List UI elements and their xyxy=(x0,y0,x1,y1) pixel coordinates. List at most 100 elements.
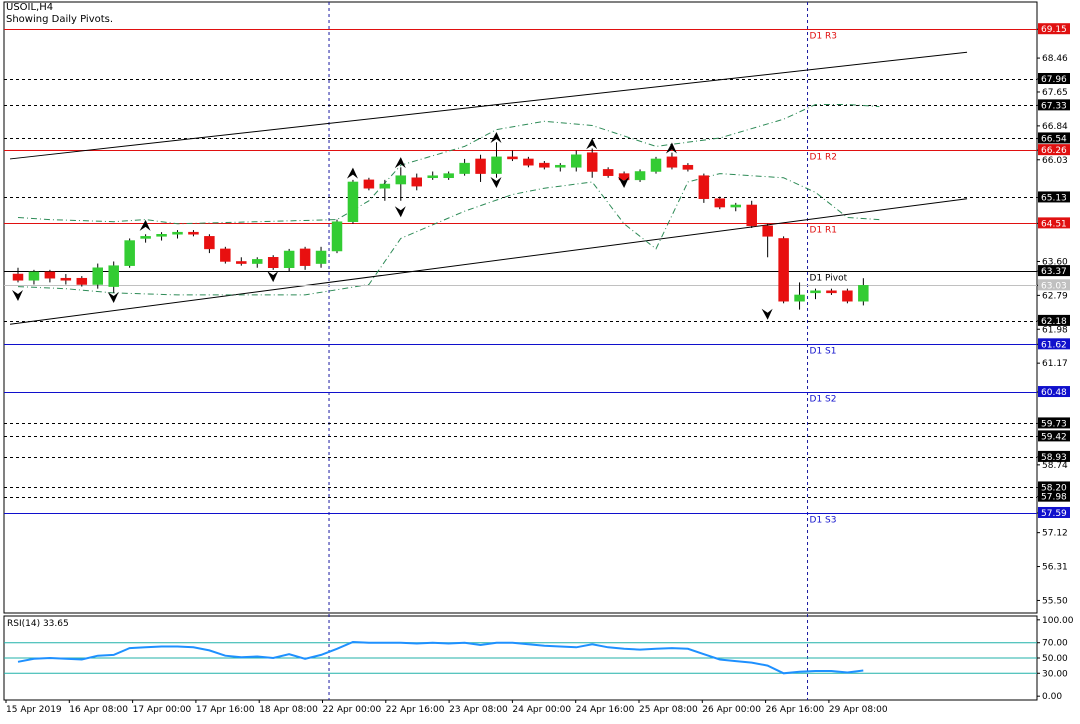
main-pane-frame xyxy=(3,1,1038,614)
price-badge-label: 59.42 xyxy=(1041,432,1067,442)
fractal-down-arrow xyxy=(761,308,773,320)
fractal-down-arrow xyxy=(618,176,630,188)
candle-body xyxy=(586,152,598,172)
x-tick-label: 25 Apr 08:00 xyxy=(639,705,698,715)
pivot-label-3: D1 Pivot xyxy=(810,274,848,284)
price-badge-label: 58.20 xyxy=(1041,483,1067,493)
price-badge xyxy=(1038,217,1070,229)
candle-body xyxy=(555,164,566,168)
rsi-y-tick-label: 30.00 xyxy=(1042,669,1068,679)
candle-body xyxy=(12,273,24,281)
price-badge-label: 59.73 xyxy=(1041,419,1067,429)
price-badge-label: 69.15 xyxy=(1041,25,1067,35)
candle-body xyxy=(634,171,646,181)
x-tick-label: 17 Apr 00:00 xyxy=(133,705,192,715)
y-tick-label: 66.03 xyxy=(1042,156,1068,166)
fractal-up-arrow xyxy=(394,157,406,169)
candle-body xyxy=(794,294,805,302)
candle-body xyxy=(666,156,678,168)
candle-body xyxy=(124,240,135,266)
fractal-down-arrow xyxy=(490,176,502,188)
y-tick-label: 67.65 xyxy=(1042,88,1068,98)
candle-body xyxy=(379,183,391,189)
envelope-upper-line xyxy=(17,104,880,225)
x-tick-label: 24 Apr 00:00 xyxy=(512,705,571,715)
x-tick-label: 16 Apr 08:00 xyxy=(69,705,128,715)
price-badge-label: 67.96 xyxy=(1041,75,1067,85)
price-badge-label: 57.59 xyxy=(1041,509,1067,519)
price-badge xyxy=(1038,338,1070,350)
chart-subtitle: Showing Daily Pivots. xyxy=(6,14,114,25)
candle-body xyxy=(682,164,694,170)
rsi-y-tick-label: 50.00 xyxy=(1042,654,1068,664)
fractal-down-arrow xyxy=(267,271,279,283)
x-tick-label: 22 Apr 00:00 xyxy=(323,705,382,715)
candle-body xyxy=(475,158,486,174)
fractal-down-arrow xyxy=(107,292,119,304)
price-badge xyxy=(1038,386,1070,398)
candle-body xyxy=(427,175,438,179)
y-tick-label: 63.60 xyxy=(1042,257,1068,267)
price-badge-label: 63.37 xyxy=(1041,267,1067,277)
candle-body xyxy=(204,236,215,250)
pivot-label-4: D1 S1 xyxy=(810,347,837,357)
x-tick-label: 23 Apr 08:00 xyxy=(449,705,508,715)
x-tick-label: 29 Apr 08:00 xyxy=(829,705,888,715)
candle-body xyxy=(92,267,103,285)
candle-body xyxy=(507,156,518,160)
candle-body xyxy=(220,248,231,262)
candle-body xyxy=(156,234,167,237)
pivot-label-6: D1 S3 xyxy=(810,516,837,526)
trend-line-1 xyxy=(9,198,968,325)
rsi-y-tick-label: 70.00 xyxy=(1042,639,1068,649)
price-badge-label: 65.13 xyxy=(1041,193,1067,203)
price-badge xyxy=(1038,73,1070,85)
price-badge xyxy=(1038,430,1070,442)
candle-body xyxy=(347,181,359,222)
candle-body xyxy=(746,204,757,227)
price-badge-label: 58.93 xyxy=(1041,453,1067,463)
candle-body xyxy=(299,248,311,266)
x-tick-label: 26 Apr 16:00 xyxy=(766,705,825,715)
price-badge xyxy=(1038,506,1070,518)
x-tick-label: 18 Apr 08:00 xyxy=(259,705,318,715)
candle-body xyxy=(778,238,789,302)
candle-body xyxy=(252,259,263,264)
candle-body xyxy=(650,158,662,172)
rsi-title: RSI(14) 33.65 xyxy=(7,619,69,629)
y-tick-label: 62.79 xyxy=(1042,291,1068,301)
fractal-down-arrow xyxy=(12,289,23,301)
candle-body xyxy=(60,277,72,281)
y-tick-label: 57.12 xyxy=(1042,529,1068,539)
candle-body xyxy=(618,173,630,181)
candle-body xyxy=(826,290,837,294)
price-badge-label: 67.33 xyxy=(1041,101,1067,111)
price-badge xyxy=(1038,481,1070,493)
candle-body xyxy=(571,154,582,168)
candle-body xyxy=(762,225,773,237)
price-badge-label: 66.54 xyxy=(1041,134,1067,144)
pivot-label-5: D1 S2 xyxy=(810,395,837,405)
price-badge-label: 61.62 xyxy=(1041,340,1067,350)
price-badge xyxy=(1038,450,1070,462)
candle-body xyxy=(443,173,454,179)
trend-line-0 xyxy=(9,51,968,160)
candle-body xyxy=(140,236,151,239)
price-badge xyxy=(1038,490,1070,502)
price-badge-label: 64.51 xyxy=(1041,219,1067,229)
candle-body xyxy=(539,162,550,168)
price-badge xyxy=(1038,132,1070,144)
x-tick-label: 17 Apr 16:00 xyxy=(196,705,255,715)
price-badge-label: 62.18 xyxy=(1041,317,1067,327)
candle-body xyxy=(267,257,279,268)
x-tick-label: 22 Apr 16:00 xyxy=(386,705,445,715)
price-badge-label: 57.98 xyxy=(1041,493,1067,503)
rsi-y-tick-label: 100.00 xyxy=(1042,616,1074,626)
pivot-label-0: D1 R3 xyxy=(810,32,838,42)
candle-body xyxy=(858,285,869,302)
candle-body xyxy=(76,277,88,285)
candle-body xyxy=(523,158,534,166)
x-tick-label: 15 Apr 2019 xyxy=(6,705,62,715)
fractal-up-arrow xyxy=(586,138,598,150)
y-tick-label: 66.84 xyxy=(1042,122,1068,132)
